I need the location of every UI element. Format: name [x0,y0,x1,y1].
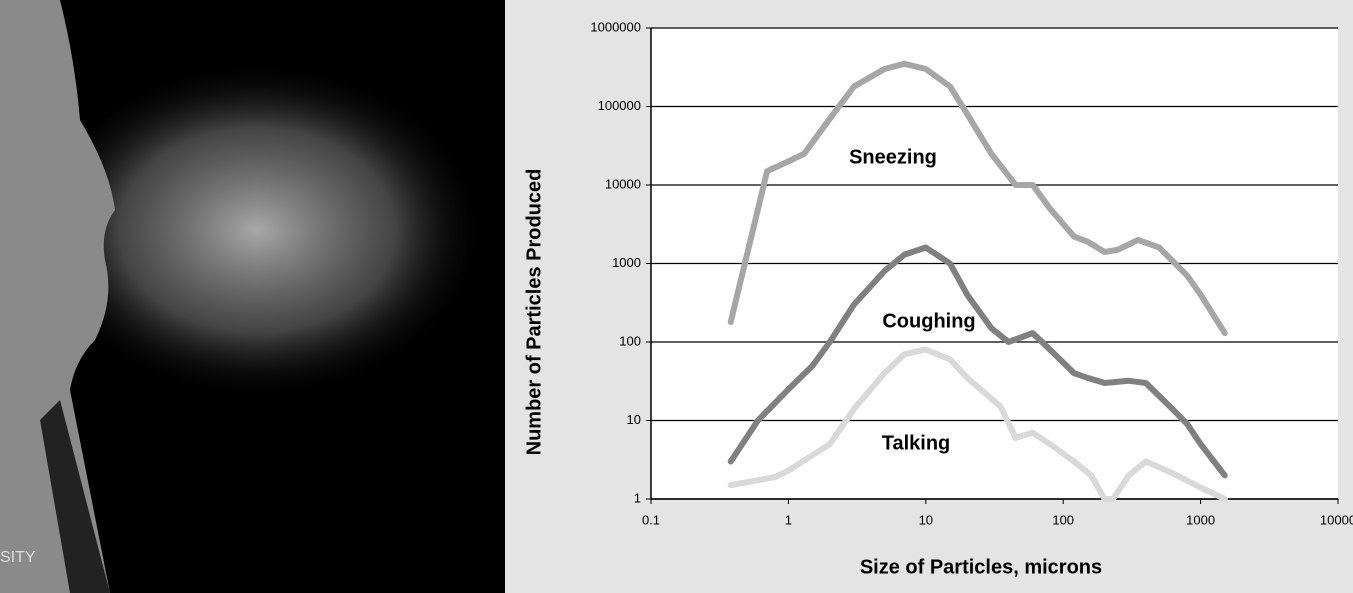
x-axis-label: Size of Particles, microns [860,556,1102,578]
photo-credit: SITY [0,549,36,566]
tie [40,400,110,593]
series-label: Talking [882,432,951,454]
series-label: Coughing [882,310,975,332]
series-line [727,244,1228,479]
x-tick-label: 100 [1052,512,1074,527]
y-tick-label: 1000000 [590,19,641,34]
face [0,0,115,593]
y-tick-label: 10000 [605,176,641,191]
x-tick-label: 10 [919,512,933,527]
series-line [727,60,1228,337]
series-line [727,346,1228,502]
y-tick-label: 100 [619,333,641,348]
y-tick-label: 10 [627,412,641,427]
spray [50,60,510,400]
y-tick-label: 1 [634,490,641,505]
y-tick-label: 1000 [612,255,641,270]
series-label: Sneezing [849,146,937,168]
x-tick-label: 10000 [1320,512,1353,527]
y-tick-label: 100000 [598,98,641,113]
chart: Size of Particles, microns Number of Par… [505,0,1353,593]
x-tick-label: 1 [785,512,792,527]
y-axis-label: Number of Particles Produced [523,169,545,456]
x-tick-label: 1000 [1186,512,1215,527]
x-tick-label: 0.1 [642,512,660,527]
